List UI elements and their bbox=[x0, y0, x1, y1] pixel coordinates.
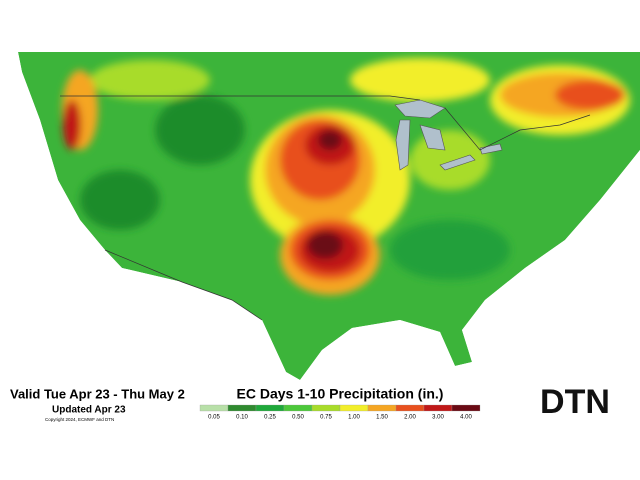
legend-swatch bbox=[283, 404, 313, 412]
border bbox=[104, 249, 263, 321]
field bbox=[63, 100, 81, 150]
pacific-mexico bbox=[0, 52, 300, 380]
valid-dates: Valid Tue Apr 23 - Thu May 2 bbox=[10, 386, 185, 401]
legend-label: 3.00 bbox=[432, 415, 444, 421]
field bbox=[390, 220, 510, 280]
field bbox=[80, 170, 160, 230]
field bbox=[555, 80, 625, 110]
legend-label: 0.25 bbox=[264, 415, 276, 421]
legend: 0.05 0.10 0.25 0.50 0.75 1.00 1.50 2.00 3.00 4.00 bbox=[199, 404, 481, 421]
field bbox=[350, 58, 490, 102]
logo: DTN bbox=[540, 383, 610, 421]
field bbox=[155, 95, 245, 165]
legend-swatch bbox=[423, 404, 453, 412]
copyright: Copyright 2024, ECMWF and DTN bbox=[45, 417, 114, 422]
atlantic-gulf bbox=[300, 150, 640, 380]
legend-swatch bbox=[395, 404, 425, 412]
lake-ontario bbox=[479, 143, 503, 155]
legend-swatch bbox=[199, 404, 229, 412]
field bbox=[307, 231, 343, 259]
legend-swatch bbox=[311, 404, 341, 412]
legend-swatch bbox=[339, 404, 369, 412]
lake-michigan bbox=[395, 119, 411, 171]
legend-label: 0.75 bbox=[320, 415, 332, 421]
lake-erie bbox=[439, 154, 476, 171]
legend-swatch bbox=[451, 404, 481, 412]
info-strip bbox=[0, 380, 640, 425]
map-title: EC Days 1-10 Precipitation (in.) bbox=[237, 386, 444, 402]
legend-label: 1.00 bbox=[348, 415, 360, 421]
precip-fields bbox=[62, 58, 630, 295]
map bbox=[0, 52, 640, 380]
legend-label: 4.00 bbox=[460, 415, 472, 421]
updated: Updated Apr 23 bbox=[52, 405, 126, 416]
field bbox=[410, 130, 490, 190]
field bbox=[90, 60, 210, 100]
lake-superior bbox=[394, 99, 446, 119]
legend-label: 0.10 bbox=[236, 415, 248, 421]
legend-label: 1.50 bbox=[376, 415, 388, 421]
legend-label: 2.00 bbox=[404, 415, 416, 421]
legend-label: 0.05 bbox=[208, 415, 220, 421]
legend-swatch bbox=[367, 404, 397, 412]
lake-huron bbox=[419, 124, 446, 151]
field bbox=[318, 130, 342, 150]
legend-swatch bbox=[255, 404, 285, 412]
border bbox=[60, 95, 591, 151]
legend-swatch bbox=[227, 404, 257, 412]
legend-label: 0.50 bbox=[292, 415, 304, 421]
